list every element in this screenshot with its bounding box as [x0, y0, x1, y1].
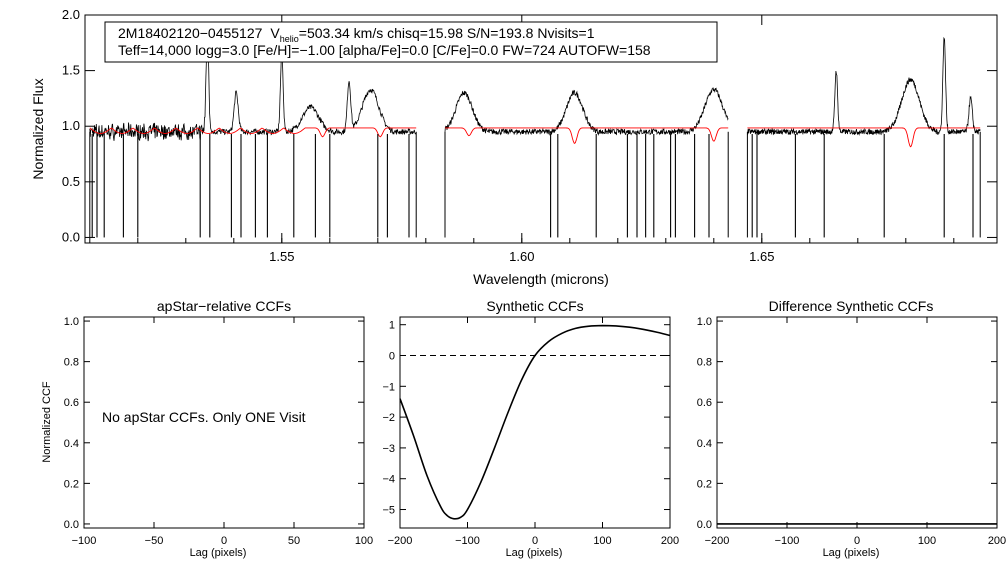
vhelio-subscript: helio — [280, 34, 299, 44]
difference-ccf-title: Difference Synthetic CCFs — [769, 298, 934, 314]
spectrum-y-label: Normalized Flux — [30, 78, 46, 179]
apstar-ccf-x-label: Lag (pixels) — [190, 547, 247, 559]
difference-ccf-axes-frame — [716, 316, 998, 529]
spectrum-ytick-label: 0.5 — [62, 174, 80, 189]
synthetic-ccf-ytick-label: −4 — [382, 474, 395, 486]
difference-ccf-xtick-label: 0 — [854, 535, 860, 547]
difference-ccf-ytick-label: 1.0 — [697, 316, 712, 328]
vhelio-label: V — [270, 25, 280, 41]
apstar-ccf-annotation: No apStar CCFs. Only ONE Visit — [102, 409, 306, 425]
synthetic-ccf-title: Synthetic CCFs — [486, 298, 583, 314]
apstar-ccf-ytick-label: 0.4 — [64, 438, 79, 450]
difference-ccf-ytick-label: 0.8 — [697, 357, 712, 369]
difference-ccf-xtick-label: −200 — [705, 535, 730, 547]
synthetic-ccf-panel: −200 −100 0 100 200 −5 −4 −3 −2 −1 0 1 Synthetic CC… — [382, 298, 679, 559]
observed-spectrum-line — [444, 87, 729, 136]
spectrum-xtick-label: 1.65 — [749, 249, 774, 264]
apstar-ccf-ytick-label: 0.8 — [64, 357, 79, 369]
synthetic-ccf-xtick-label: 200 — [661, 535, 679, 547]
model-spectrum-line — [747, 127, 981, 148]
info-box — [104, 21, 718, 63]
observed-spectrum-line — [747, 36, 981, 136]
info-line-1: 2M18402120−0455127 Vhelio=503.34 km/s chi… — [118, 25, 595, 44]
info-line-1-values: =503.34 km/s chisq=15.98 S/N=193.8 Nvisi… — [299, 25, 595, 41]
synthetic-ccf-xtick-label: −100 — [455, 535, 480, 547]
difference-ccf-ytick-label: 0.0 — [697, 519, 712, 531]
model-spectrum-line — [89, 127, 417, 138]
difference-ccf-ticks: −200 −100 0 100 200 0.0 0.2 0.4 0.6 0.8 1.0 — [697, 316, 1006, 547]
spectrum-x-label: Wavelength (microns) — [473, 271, 609, 287]
synthetic-ccf-data — [399, 324, 671, 520]
apstar-ccf-ytick-label: 1.0 — [64, 316, 79, 328]
synthetic-ccf-xtick-label: −200 — [388, 535, 413, 547]
apstar-ccf-panel: −100 −50 0 50 100 0.0 0.2 0.4 0.6 0.8 1.0 apStar−r… — [41, 298, 373, 559]
difference-ccf-xtick-label: −100 — [775, 535, 800, 547]
apstar-ccf-title: apStar−relative CCFs — [157, 298, 291, 314]
spectrum-data — [89, 36, 981, 238]
synthetic-ccf-axes-frame — [399, 316, 671, 529]
spectrum-ytick-label: 1.0 — [62, 118, 80, 133]
difference-ccf-x-label: Lag (pixels) — [823, 547, 880, 559]
spectrum-ytick-label: 1.5 — [62, 63, 80, 78]
apstar-ccf-ytick-label: 0.0 — [64, 519, 79, 531]
synthetic-ccf-x-label: Lag (pixels) — [506, 547, 563, 559]
synthetic-ccf-xtick-label: 0 — [532, 535, 538, 547]
apstar-ccf-ticks: −100 −50 0 50 100 0.0 0.2 0.4 0.6 0.8 1.0 — [64, 316, 373, 547]
apstar-ccf-xtick-label: −100 — [72, 535, 97, 547]
spectrum-axes-frame — [84, 14, 998, 244]
synthetic-ccf-ytick-label: −3 — [382, 443, 395, 455]
synthetic-ccf-ytick-label: 1 — [389, 320, 395, 332]
synthetic-ccf-ytick-label: −5 — [382, 505, 395, 517]
synthetic-ccf-ytick-label: −2 — [382, 412, 395, 424]
apstar-ccf-xtick-label: 50 — [288, 535, 300, 547]
synthetic-ccf-ticks: −200 −100 0 100 200 −5 −4 −3 −2 −1 0 1 — [382, 317, 679, 547]
synthetic-ccf-ytick-label: 0 — [389, 351, 395, 363]
info-line-2: Teff=14,000 logg=3.0 [Fe/H]=−1.00 [alpha… — [118, 42, 651, 58]
synthetic-ccf-xtick-label: 100 — [593, 535, 611, 547]
apstar-ccf-xtick-label: −50 — [145, 535, 164, 547]
synthetic-ccf-ytick-label: −1 — [382, 381, 395, 393]
apstar-ccf-ytick-label: 0.2 — [64, 478, 79, 490]
difference-ccf-xtick-label: 200 — [988, 535, 1006, 547]
difference-ccf-xtick-label: 100 — [918, 535, 936, 547]
spectrum-xtick-label: 1.60 — [509, 249, 534, 264]
apstar-ccf-ytick-label: 0.6 — [64, 397, 79, 409]
spectrum-ytick-label: 0.0 — [62, 229, 80, 244]
synthetic-ccf-line — [399, 324, 671, 520]
apstar-ccf-xtick-label: 100 — [355, 535, 373, 547]
spectrum-ticks: 1.55 1.60 1.65 0.0 0.5 1.0 1.5 2.0 — [62, 7, 997, 264]
model-spectrum-line — [445, 127, 729, 145]
spectrum-ytick-label: 2.0 — [62, 7, 80, 22]
difference-ccf-ytick-label: 0.6 — [697, 397, 712, 409]
spectrum-panel: 1.55 1.60 1.65 0.0 0.5 1.0 1.5 2.0 2M18402120−0… — [30, 7, 998, 287]
difference-ccf-ytick-label: 0.4 — [697, 438, 712, 450]
observed-spectrum-line — [89, 41, 417, 142]
spectrum-xtick-label: 1.55 — [269, 249, 294, 264]
difference-ccf-ytick-label: 0.2 — [697, 478, 712, 490]
star-id: 2M18402120−0455127 — [118, 25, 263, 41]
difference-ccf-panel: −200 −100 0 100 200 0.0 0.2 0.4 0.6 0.8 1.0 Differ… — [697, 298, 1006, 559]
apstar-ccf-xtick-label: 0 — [221, 535, 227, 547]
apstar-ccf-y-label: Normalized CCF — [41, 381, 53, 463]
